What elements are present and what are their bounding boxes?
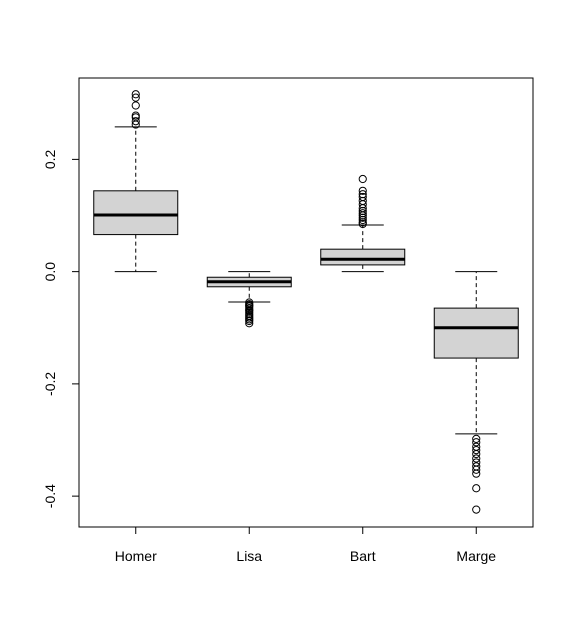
outlier-point — [358, 190, 367, 199]
outlier-point — [472, 505, 481, 514]
plot-layer — [93, 90, 519, 514]
outlier-point — [358, 192, 367, 202]
box-group-homer — [93, 90, 179, 273]
outlier-point — [131, 93, 140, 102]
outlier-point — [245, 316, 254, 326]
outlier-point — [472, 469, 481, 478]
outlier-point — [472, 446, 481, 455]
box-group-lisa — [206, 271, 292, 328]
box-iqr — [93, 190, 179, 236]
outlier-point — [131, 111, 140, 120]
outlier-point — [131, 90, 140, 99]
outlier-point — [472, 449, 481, 459]
x-tick-label: Lisa — [236, 548, 262, 564]
outlier-point — [131, 117, 140, 126]
outlier-point — [472, 434, 481, 443]
outlier-point — [358, 186, 367, 195]
outlier-point — [472, 454, 481, 463]
x-tick-label: Bart — [350, 548, 376, 564]
outlier-point — [245, 319, 254, 328]
y-tick-label: 0.0 — [42, 262, 58, 282]
box-iqr — [320, 248, 406, 266]
box-group-marge — [433, 271, 519, 514]
outlier-point — [358, 209, 367, 218]
axis-layer: Homer Lisa Bart Marge -0.4 -0.2 0.0 0.2 — [42, 149, 496, 564]
box-iqr — [433, 307, 519, 359]
outlier-point — [472, 438, 481, 447]
outlier-point — [472, 465, 481, 474]
x-tick-label: Marge — [456, 548, 496, 564]
outlier-point — [131, 101, 140, 110]
y-tick-label: 0.2 — [42, 149, 58, 169]
y-tick-label: -0.2 — [42, 372, 58, 396]
box-group-bart — [320, 174, 406, 273]
outlier-point — [358, 174, 367, 184]
x-tick-label: Homer — [115, 548, 157, 564]
y-tick-label: -0.4 — [42, 484, 58, 508]
outlier-point — [472, 484, 481, 493]
